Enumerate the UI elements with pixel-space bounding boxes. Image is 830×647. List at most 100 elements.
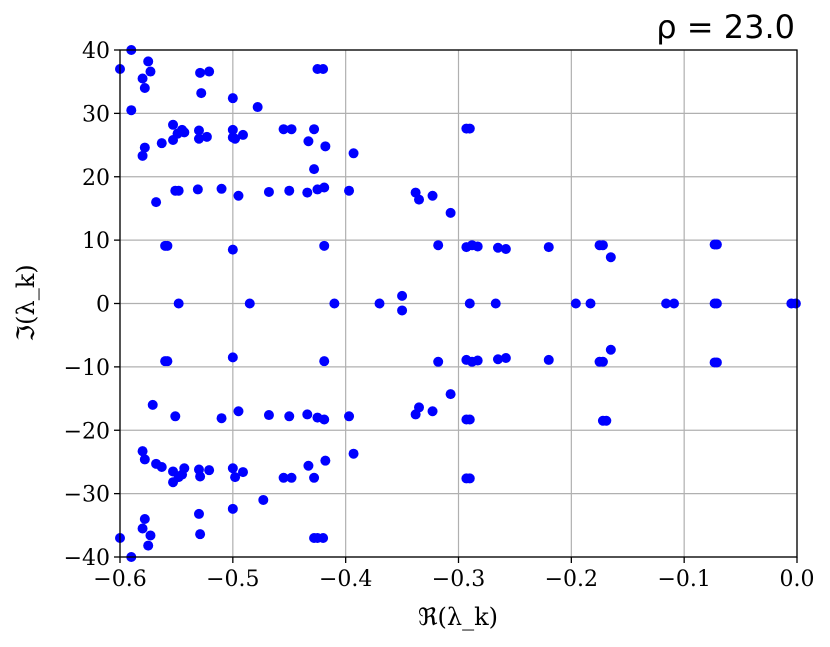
x-tick-label: −0.6 [93, 567, 146, 592]
data-point [147, 399, 158, 410]
data-point [139, 513, 150, 524]
data-point [543, 354, 554, 365]
data-point [302, 409, 313, 420]
data-point [192, 184, 203, 195]
data-point [227, 352, 238, 363]
data-point [319, 182, 330, 193]
data-point [329, 298, 340, 309]
y-tick-label: 40 [82, 39, 110, 64]
data-point [500, 353, 511, 364]
data-point [302, 187, 313, 198]
data-point [605, 252, 616, 263]
data-point [193, 508, 204, 519]
x-tick-label: −0.3 [432, 567, 485, 592]
data-point [445, 207, 456, 218]
data-point [195, 471, 206, 482]
data-point [137, 523, 148, 534]
data-point [374, 298, 385, 309]
data-point [156, 138, 167, 149]
y-tick-label: −10 [64, 356, 110, 381]
data-point [597, 356, 608, 367]
data-point [170, 185, 181, 196]
x-tick-label: 0.0 [780, 567, 815, 592]
data-point [303, 136, 314, 147]
data-point [397, 290, 408, 301]
data-point [145, 530, 156, 541]
data-point [168, 134, 179, 145]
data-point [179, 463, 190, 474]
data-point [309, 124, 320, 135]
data-point [414, 194, 425, 205]
data-point [543, 242, 554, 253]
data-point [319, 356, 330, 367]
data-point [433, 240, 444, 251]
data-point [137, 150, 148, 161]
y-tick-label: 10 [82, 229, 110, 254]
data-point [344, 185, 355, 196]
data-point [669, 298, 680, 309]
data-point [711, 239, 722, 250]
data-point [201, 131, 212, 142]
data-point [233, 190, 244, 201]
data-point [348, 148, 359, 159]
data-point [139, 454, 150, 465]
y-tick-label: −40 [64, 546, 110, 571]
y-tick-label: −20 [64, 419, 110, 444]
data-point [711, 298, 722, 309]
data-point [433, 356, 444, 367]
data-point [168, 119, 179, 130]
data-point [126, 105, 137, 116]
data-point [711, 357, 722, 368]
data-point [472, 355, 483, 366]
data-point [490, 298, 501, 309]
data-point [237, 129, 248, 140]
y-tick-label: −30 [64, 483, 110, 508]
data-point [286, 124, 297, 135]
data-point [309, 164, 320, 175]
data-point [570, 298, 581, 309]
data-point [137, 73, 148, 84]
data-point [320, 141, 331, 152]
data-point [237, 467, 248, 478]
x-tick-label: −0.5 [206, 567, 259, 592]
data-point [204, 66, 215, 77]
y-tick-label: 30 [82, 102, 110, 127]
data-point [137, 446, 148, 457]
data-point [286, 472, 297, 483]
data-point [193, 133, 204, 144]
data-point [414, 402, 425, 413]
data-point [464, 473, 475, 484]
data-point [278, 124, 289, 135]
data-point [173, 298, 184, 309]
data-point [244, 298, 255, 309]
data-point [278, 472, 289, 483]
x-axis-label: ℜ(λ_k) [418, 603, 498, 631]
data-point [318, 64, 329, 75]
data-point [464, 414, 475, 425]
data-point [168, 477, 179, 488]
data-point [227, 503, 238, 514]
data-point [585, 298, 596, 309]
data-point [601, 415, 612, 426]
data-point [162, 240, 173, 251]
data-point [216, 183, 227, 194]
data-point [195, 67, 206, 78]
data-point [263, 410, 274, 421]
data-point [597, 240, 608, 251]
data-point [151, 197, 162, 208]
y-tick-label: 20 [82, 166, 110, 191]
data-point [464, 298, 475, 309]
grid-lines [119, 49, 798, 558]
data-point [216, 413, 227, 424]
data-point [397, 305, 408, 316]
y-tick-label: 0 [96, 293, 110, 318]
x-tick-label: −0.1 [657, 567, 710, 592]
data-point [156, 462, 167, 473]
data-point [318, 532, 329, 543]
data-point [227, 244, 238, 255]
data-point [204, 465, 215, 476]
data-point [320, 455, 331, 466]
data-point [500, 243, 511, 254]
data-point [472, 241, 483, 252]
